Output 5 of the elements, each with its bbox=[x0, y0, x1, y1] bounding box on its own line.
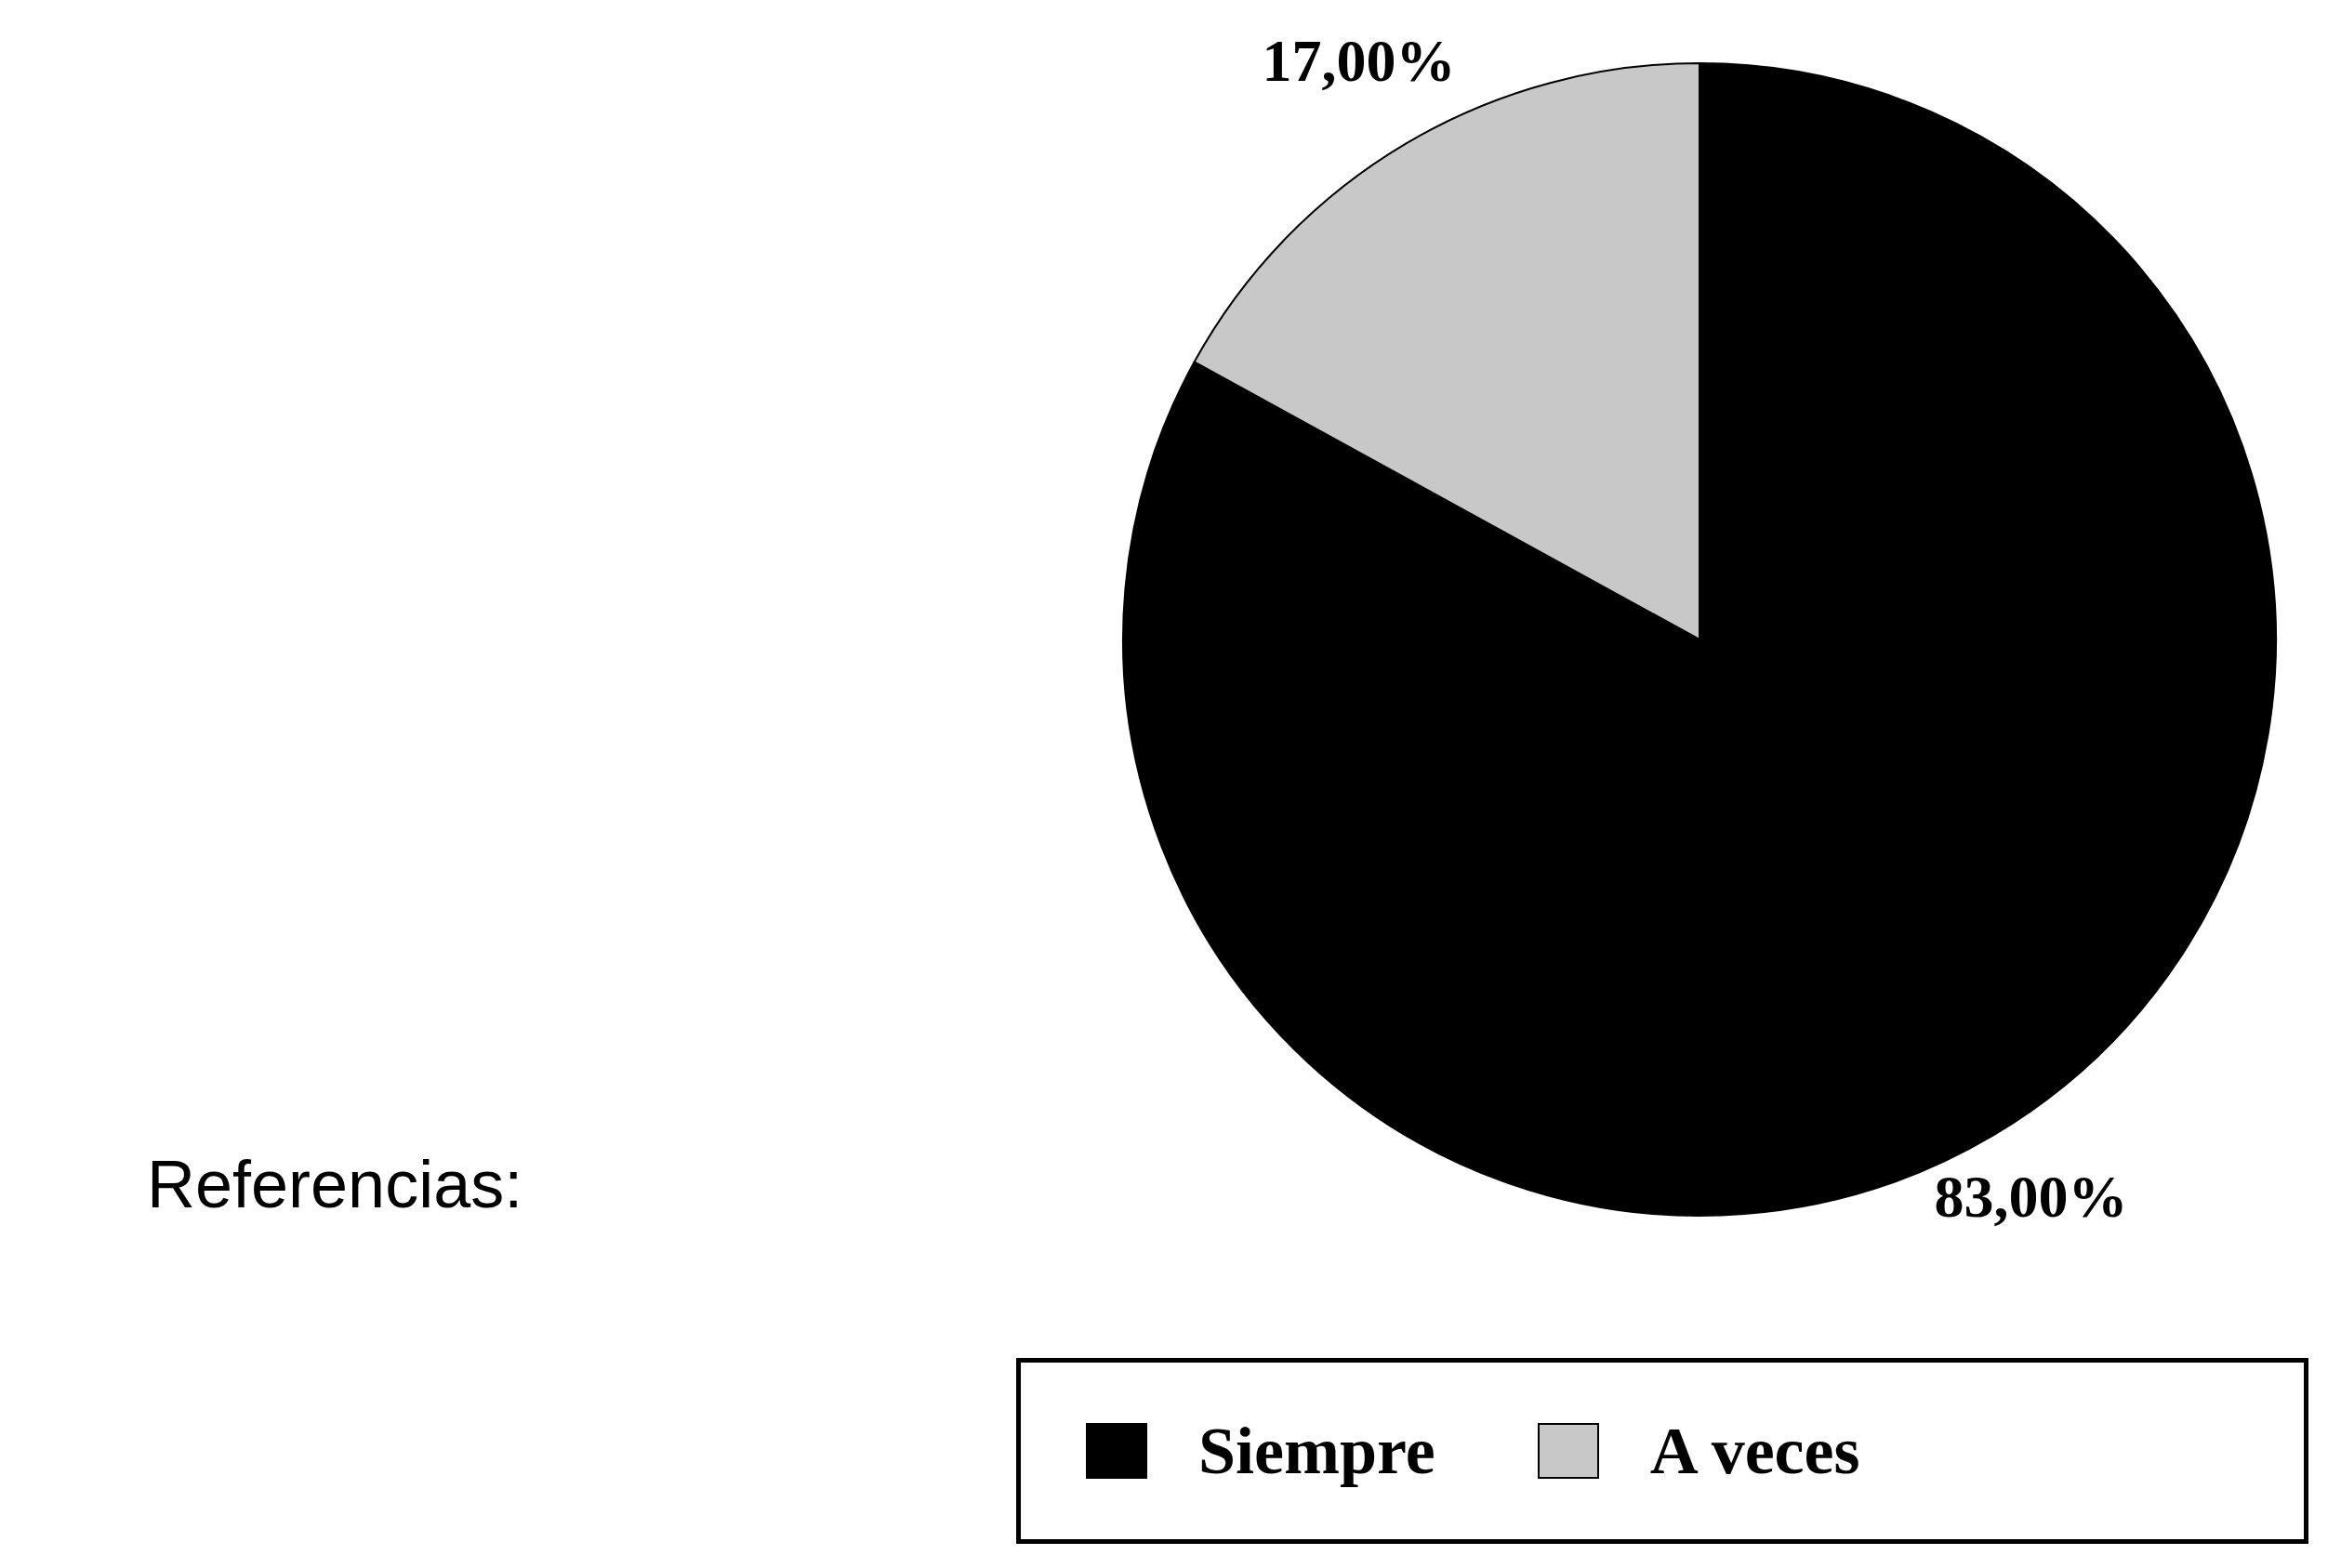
data-label: 83,00% bbox=[1934, 1163, 2128, 1230]
data-label: 17,00% bbox=[1262, 27, 1456, 94]
legend-label: Siempre bbox=[1198, 1412, 1435, 1490]
legend-label: A veces bbox=[1649, 1412, 1860, 1490]
legend-title: Referencias: bbox=[147, 1146, 523, 1222]
